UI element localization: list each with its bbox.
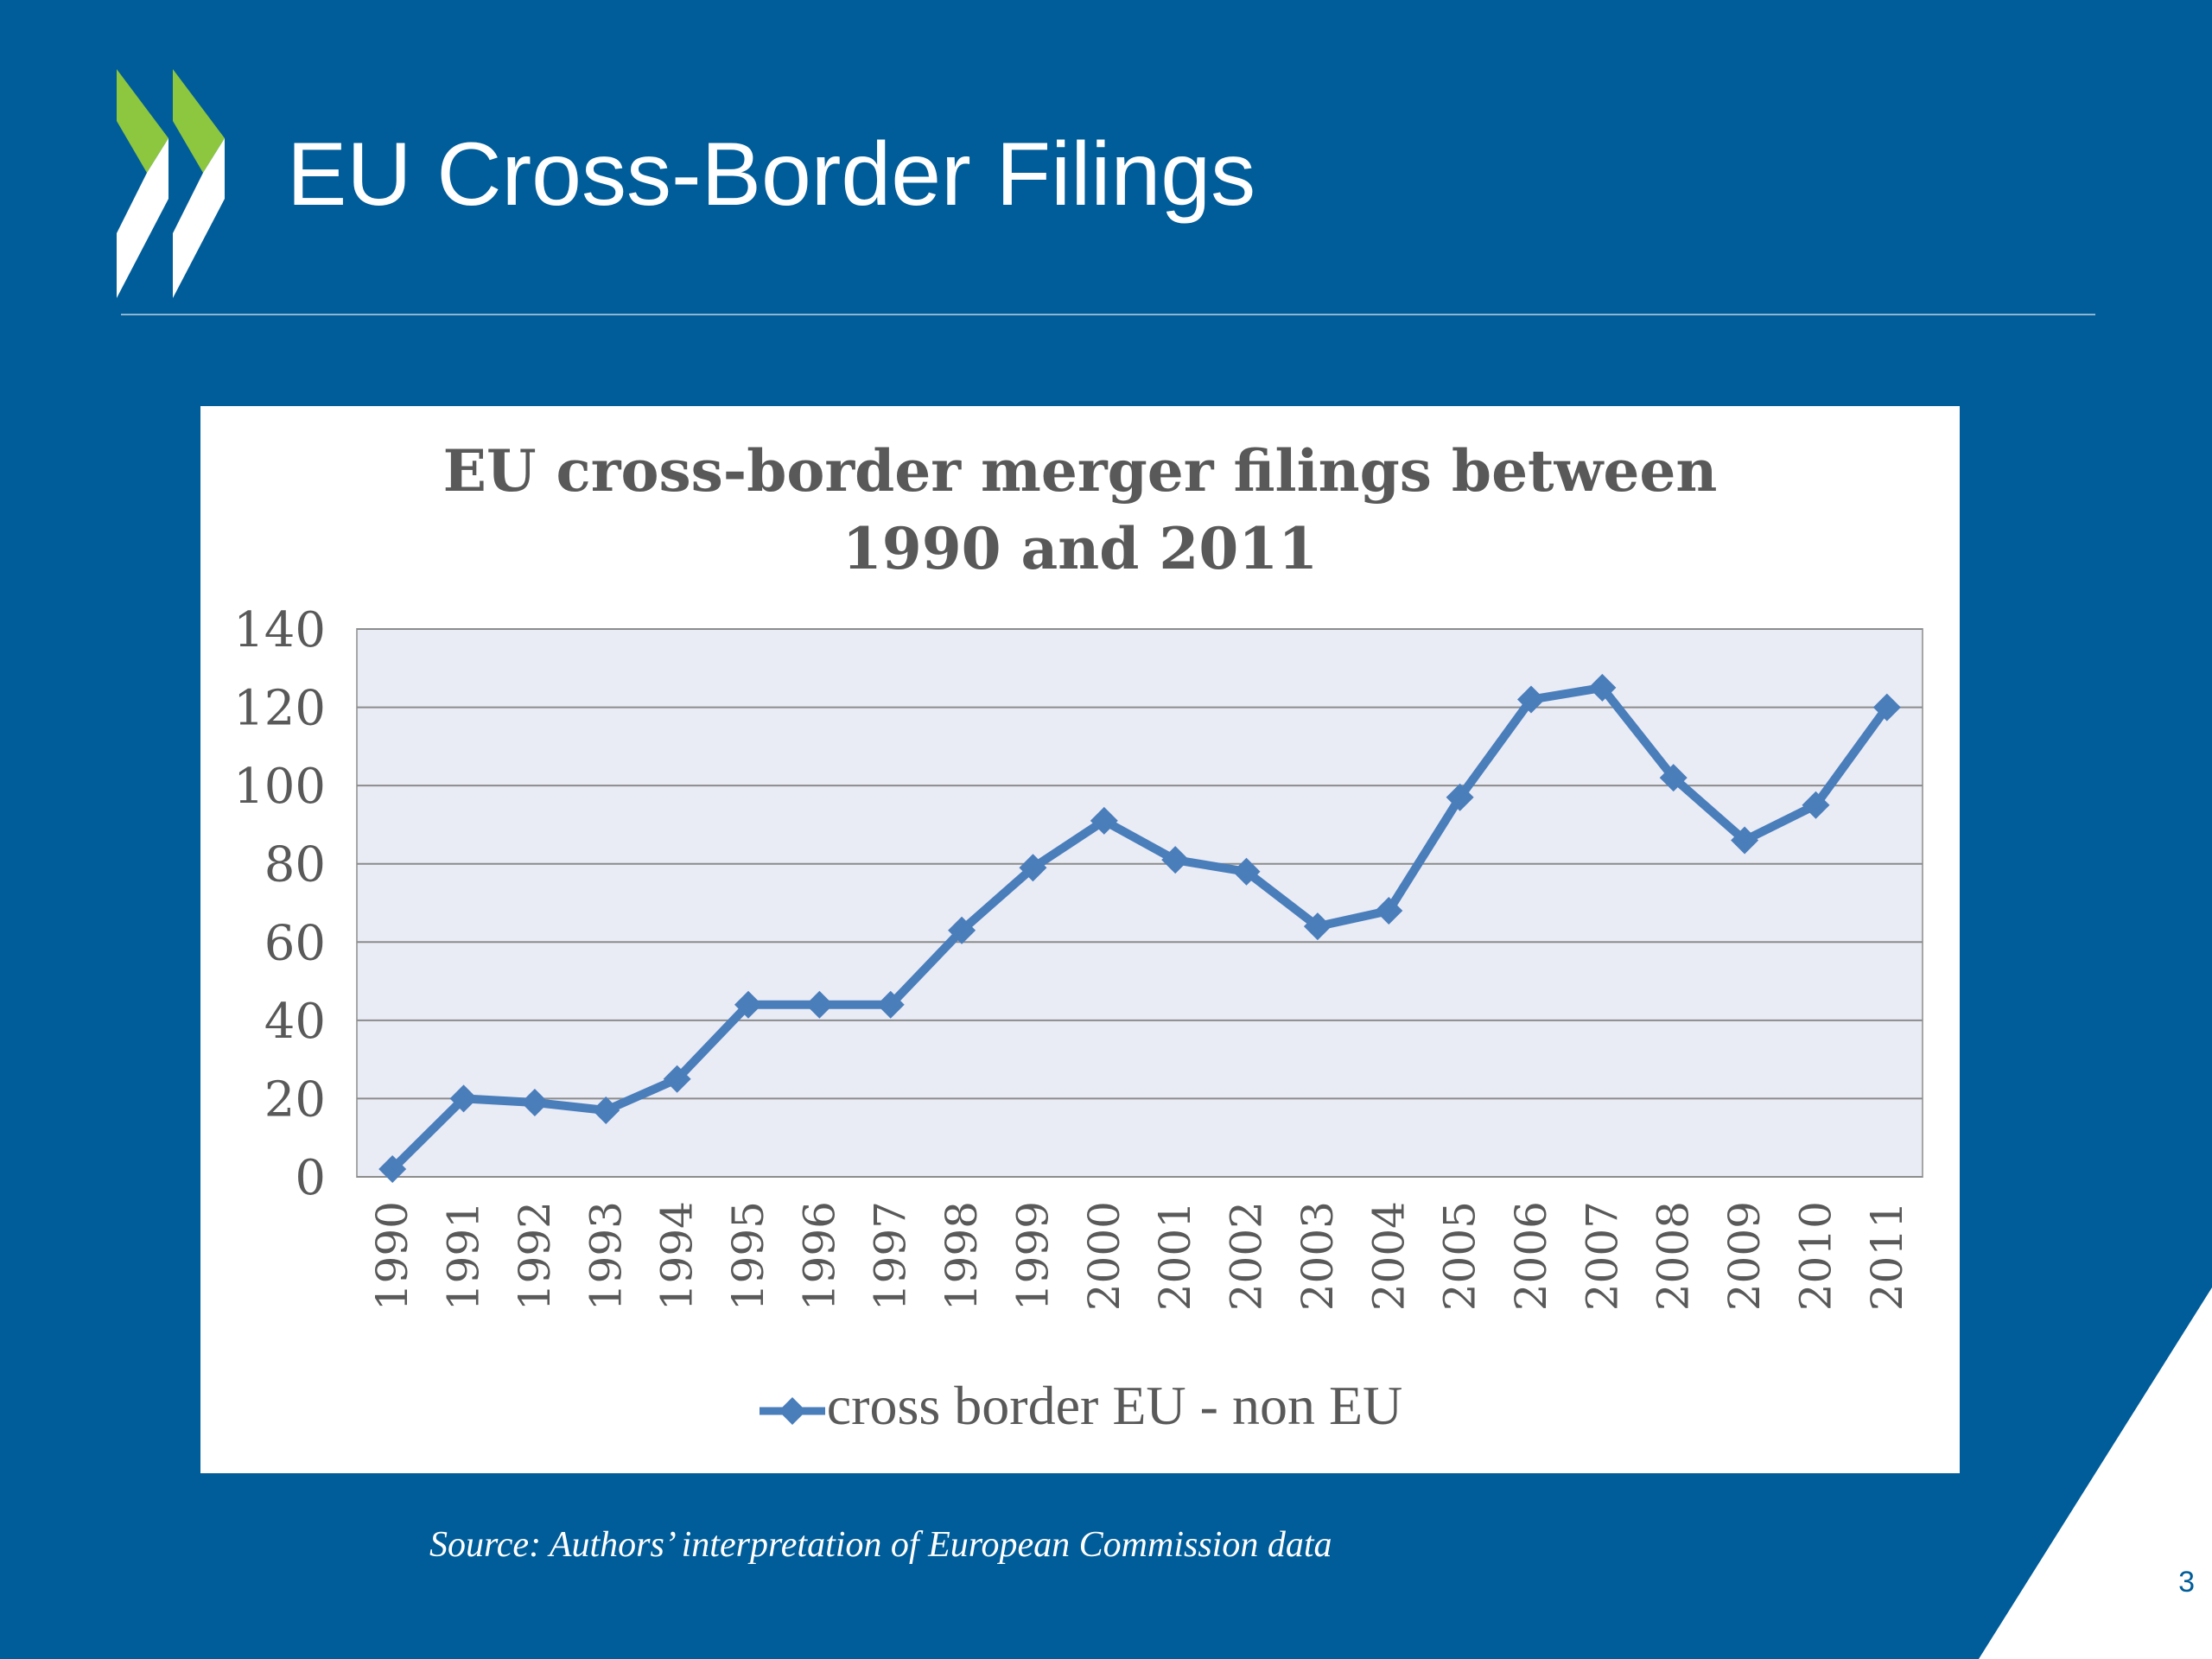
data-point — [1872, 693, 1901, 721]
data-point — [663, 1065, 691, 1093]
data-point — [378, 1154, 407, 1183]
data-point — [1517, 685, 1545, 714]
chart-title: EU cross-border merger filings between 1… — [200, 432, 1960, 588]
data-point — [1090, 806, 1118, 835]
x-tick-label: 2001 — [1150, 1201, 1200, 1311]
title-divider — [121, 314, 2095, 315]
series-line — [389, 683, 1891, 1173]
x-tick-label: 1995 — [723, 1201, 773, 1311]
x-tick-label: 2011 — [1862, 1201, 1912, 1311]
data-point — [449, 1084, 478, 1113]
data-point — [1588, 673, 1617, 702]
series-group — [378, 673, 1901, 1183]
data-point — [1802, 791, 1830, 819]
y-tick-label: 20 — [264, 1071, 326, 1128]
chart-panel: EU cross-border merger filings between 1… — [200, 406, 1960, 1473]
chart-title-line-1: EU cross-border merger filings between — [442, 437, 1718, 505]
data-point — [805, 990, 834, 1019]
data-point — [876, 990, 905, 1019]
legend-label: cross border EU - non EU — [826, 1375, 1403, 1436]
oecd-chevrons-icon — [117, 69, 225, 298]
y-tick-label: 140 — [233, 602, 326, 658]
data-point — [1446, 783, 1474, 811]
logo-chevron-white-left — [117, 138, 168, 298]
source-note: Source: Authors’ interpretation of Europ… — [429, 1525, 1332, 1565]
x-tick-label: 1996 — [794, 1201, 844, 1311]
logo-chevron-green-right — [173, 69, 225, 173]
data-point — [1659, 764, 1688, 792]
data-point — [734, 990, 762, 1019]
legend-diamond-line-icon — [759, 1397, 825, 1426]
x-tick-label: 2003 — [1293, 1201, 1343, 1311]
y-tick-label: 80 — [264, 837, 326, 893]
data-point — [520, 1088, 549, 1116]
x-tick-label: 1994 — [652, 1201, 702, 1311]
y-tick-label: 0 — [295, 1150, 326, 1206]
data-point — [592, 1096, 620, 1125]
x-tick-label: 2008 — [1649, 1201, 1699, 1311]
data-point — [1375, 897, 1403, 925]
x-tick-label: 2004 — [1363, 1201, 1414, 1311]
corner-wedge-shape — [1979, 1287, 2212, 1659]
page-number: 3 — [2178, 1566, 2195, 1599]
logo-chevron-white-right — [173, 138, 225, 298]
x-tick-label: 2010 — [1790, 1201, 1840, 1311]
gridlines — [357, 628, 1923, 1178]
x-tick-label: 2007 — [1577, 1201, 1627, 1311]
chart-title-line-2: 1990 and 2011 — [842, 515, 1319, 582]
y-axis-ticks: 0 20 40 60 80 100 120 140 — [233, 602, 326, 1206]
y-tick-label: 100 — [233, 759, 326, 815]
x-tick-label: 2000 — [1079, 1201, 1129, 1311]
y-tick-label: 120 — [233, 681, 326, 737]
logo-chevron-green-left — [117, 69, 168, 173]
x-tick-label: 1993 — [581, 1201, 631, 1311]
data-point — [1161, 846, 1190, 874]
legend: cross border EU - non EU — [200, 1378, 1960, 1433]
data-point — [1019, 854, 1047, 882]
x-tick-label: 2002 — [1222, 1201, 1272, 1311]
data-point — [1303, 912, 1332, 941]
data-point — [1731, 826, 1759, 855]
x-tick-label: 1992 — [510, 1201, 560, 1311]
x-tick-label: 2005 — [1435, 1201, 1485, 1311]
y-tick-label: 40 — [264, 994, 326, 1050]
plot-area — [356, 628, 1923, 1178]
slide-title: EU Cross-Border Filings — [287, 124, 1256, 225]
x-tick-label: 1991 — [439, 1201, 489, 1311]
y-tick-label: 60 — [264, 915, 326, 971]
x-axis-ticks: 1990 1991 1992 1993 1994 1995 1996 1997 1998 1999… — [367, 1201, 1912, 1311]
data-point — [1232, 857, 1261, 886]
x-tick-label: 2006 — [1506, 1201, 1556, 1311]
x-tick-label: 1998 — [937, 1201, 987, 1311]
data-point — [948, 916, 976, 944]
x-tick-label: 2009 — [1719, 1201, 1770, 1311]
x-tick-label: 1999 — [1007, 1201, 1058, 1311]
x-tick-label: 1997 — [866, 1201, 916, 1311]
x-tick-label: 1990 — [367, 1201, 417, 1311]
